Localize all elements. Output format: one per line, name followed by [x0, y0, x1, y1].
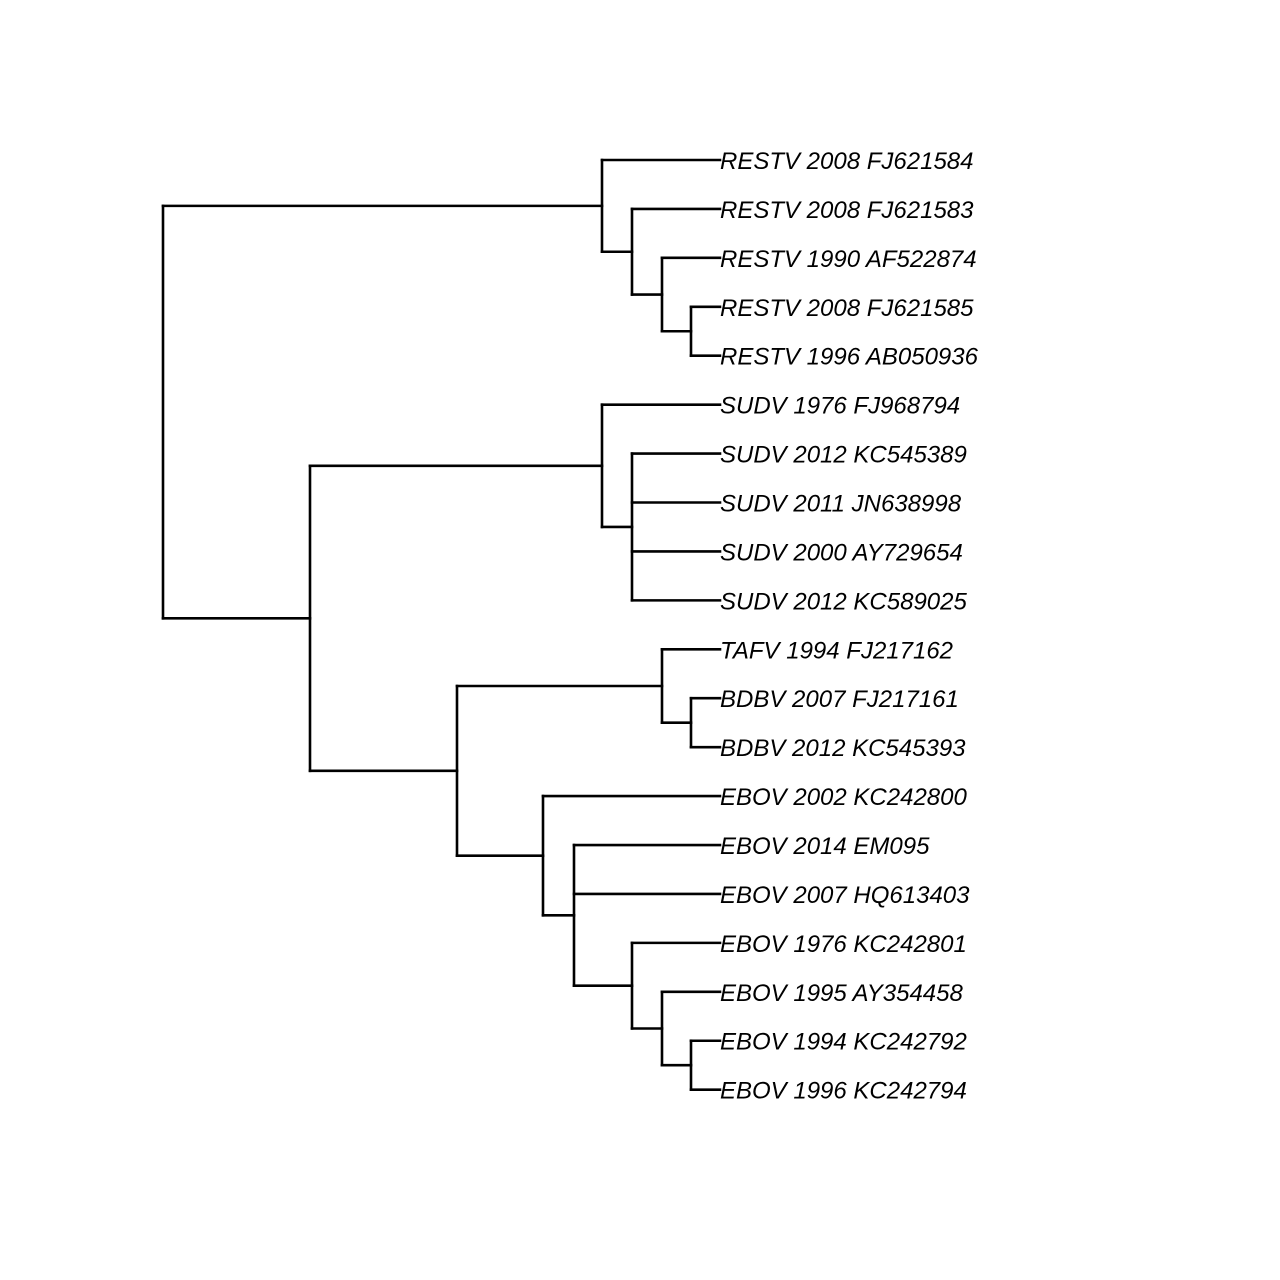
tip-label: EBOV 2002 KC242800: [720, 784, 967, 811]
tip-label: RESTV 2008 FJ621584: [720, 148, 974, 175]
branch-group: [161, 158, 722, 1091]
tip-label: EBOV 2014 EM095: [720, 833, 930, 860]
tip-label: EBOV 1995 AY354458: [720, 980, 964, 1007]
tip-label: RESTV 2008 FJ621585: [720, 295, 974, 322]
tip-label-group: RESTV 2008 FJ621584 RESTV 2008 FJ621583 RE…: [720, 148, 979, 1105]
tip-label: SUDV 2011 JN638998: [720, 491, 962, 518]
tip-label: EBOV 1976 KC242801: [720, 931, 967, 958]
tip-label: BDBV 2012 KC545393: [720, 735, 966, 762]
tip-label: EBOV 2007 HQ613403: [720, 882, 970, 909]
tip-label: TAFV 1994 FJ217162: [720, 637, 953, 664]
tip-label: BDBV 2007 FJ217161: [720, 686, 959, 713]
tip-label: EBOV 1996 KC242794: [720, 1078, 967, 1105]
tip-label: SUDV 2012 KC545389: [720, 442, 967, 469]
tip-label: EBOV 1994 KC242792: [720, 1029, 967, 1056]
tip-label: SUDV 1976 FJ968794: [720, 393, 960, 420]
tip-label: RESTV 2008 FJ621583: [720, 197, 974, 224]
tip-label: SUDV 2000 AY729654: [720, 539, 963, 566]
tip-label: SUDV 2012 KC589025: [720, 588, 967, 615]
tip-label: RESTV 1996 AB050936: [720, 344, 979, 371]
tip-label: RESTV 1990 AF522874: [720, 246, 977, 273]
